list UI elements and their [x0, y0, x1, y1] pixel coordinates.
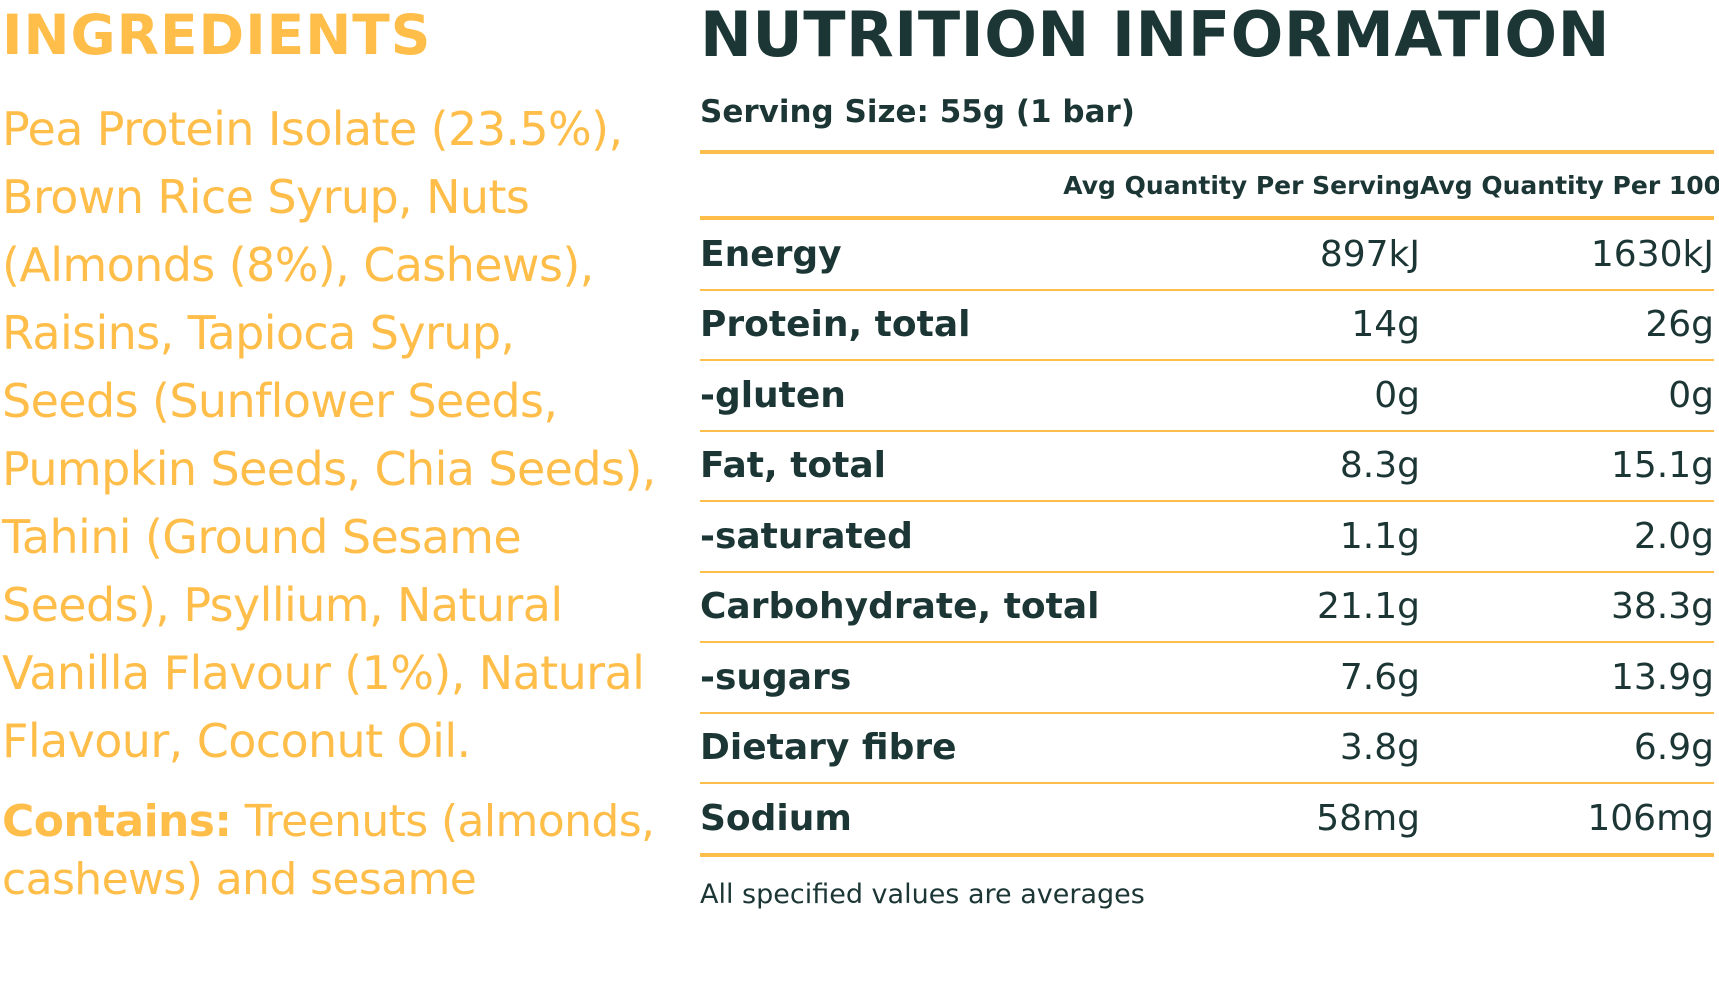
nutrient-per-serving: 3.8g — [1339, 727, 1420, 769]
nutrition-table: Avg Quantity Per Serving Avg Quantity Pe… — [700, 150, 1719, 857]
nutrient-name: Dietary fibre — [700, 727, 957, 769]
nutrient-per-100: 6.9g — [1633, 727, 1714, 769]
nutrient-per-serving: 8.3g — [1339, 445, 1420, 487]
table-row: Protein, total 14g 26g — [700, 291, 1714, 361]
footnote: All specified values are averages — [700, 878, 1145, 910]
ingredients-panel: INGREDIENTS Pea Protein Isolate (23.5%),… — [2, 0, 662, 909]
nutrient-per-100: 26g — [1645, 304, 1714, 346]
nutrient-per-100: 13.9g — [1610, 656, 1714, 698]
nutrient-per-100: 106mg — [1587, 797, 1714, 839]
nutrient-per-serving: 21.1g — [1316, 586, 1420, 628]
nutrient-per-100: 2.0g — [1633, 515, 1714, 557]
table-row: Dietary fibre 3.8g 6.9g — [700, 714, 1714, 784]
nutrient-per-serving: 0g — [1374, 374, 1420, 416]
nutrient-per-100: 38.3g — [1610, 586, 1714, 628]
allergen-statement: Contains: Treenuts (almonds, cashews) an… — [2, 793, 662, 909]
table-row: -saturated 1.1g 2.0g — [700, 502, 1714, 573]
table-row: -gluten 0g 0g — [700, 361, 1714, 432]
contains-text: Treenuts (almonds, cashews) and sesame — [2, 796, 655, 905]
table-row: -sugars 7.6g 13.9g — [700, 643, 1714, 714]
nutrient-name: Energy — [700, 233, 842, 275]
contains-label: Contains: — [2, 796, 232, 847]
nutrient-per-serving: 58mg — [1316, 797, 1420, 839]
table-row: Sodium 58mg 106mg — [700, 784, 1714, 857]
table-row: Energy 897kJ 1630kJ — [700, 220, 1714, 291]
table-header-row: Avg Quantity Per Serving Avg Quantity Pe… — [700, 154, 1719, 220]
nutrient-name: -sugars — [700, 656, 852, 698]
serving-size: Serving Size: 55g (1 bar) — [700, 94, 1135, 130]
nutrient-name: Fat, total — [700, 445, 886, 487]
table-row: Carbohydrate, total 21.1g 38.3g — [700, 573, 1714, 643]
header-per-100: Avg Quantity Per 100ml — [1420, 170, 1719, 200]
nutrient-per-serving: 14g — [1351, 304, 1420, 346]
nutrient-per-serving: 897kJ — [1319, 233, 1420, 275]
nutrient-name: Protein, total — [700, 304, 971, 346]
nutrient-name: -gluten — [700, 374, 846, 416]
nutrient-name: Carbohydrate, total — [700, 586, 1100, 628]
table-row: Fat, total 8.3g 15.1g — [700, 432, 1714, 502]
header-per-serving: Avg Quantity Per Serving — [1063, 170, 1420, 200]
nutrient-per-100: 1630kJ — [1590, 233, 1714, 275]
nutrient-name: -saturated — [700, 515, 913, 557]
nutrient-name: Sodium — [700, 797, 852, 839]
nutrient-per-100: 15.1g — [1610, 445, 1714, 487]
nutrition-title: NUTRITION INFORMATION — [700, 0, 1610, 71]
nutrient-per-serving: 7.6g — [1339, 656, 1420, 698]
nutrient-per-serving: 1.1g — [1339, 515, 1420, 557]
ingredients-title: INGREDIENTS — [2, 3, 432, 67]
nutrition-panel: NUTRITION INFORMATION Serving Size: 55g … — [700, 0, 1719, 913]
nutrient-per-100: 0g — [1668, 374, 1714, 416]
ingredients-list: Pea Protein Isolate (23.5%), Brown Rice … — [2, 102, 656, 768]
